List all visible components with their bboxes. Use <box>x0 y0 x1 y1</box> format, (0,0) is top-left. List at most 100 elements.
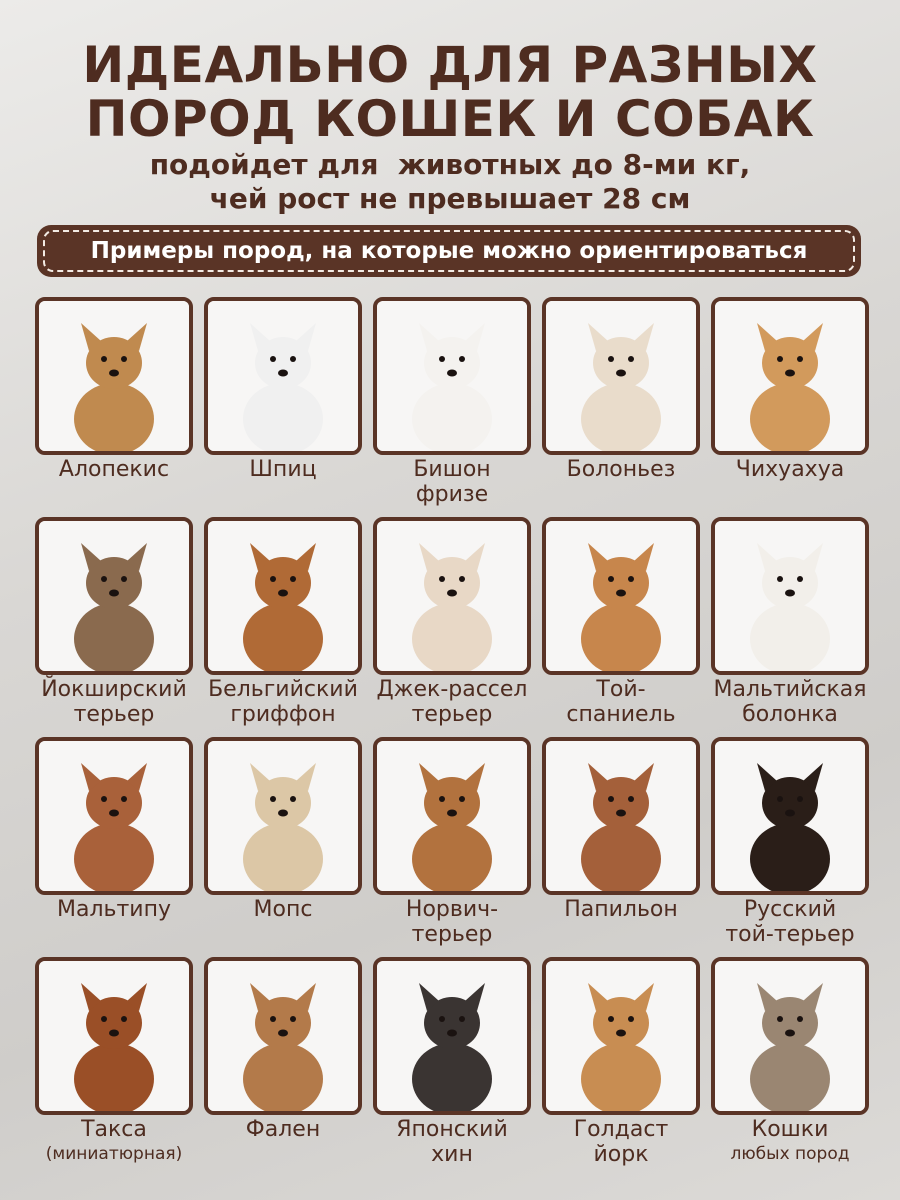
subtitle: подойдет для животных до 8-ми кг, чей ро… <box>0 148 900 216</box>
breed-label: Мопс <box>188 897 378 922</box>
breed-label-line: Мальтийская <box>713 677 867 702</box>
breed-label-line: болонка <box>742 702 838 727</box>
breed-photo-card <box>35 297 193 455</box>
breed-label: Такса (миниатюрная) <box>19 1117 209 1167</box>
breed-photo-card <box>35 957 193 1115</box>
breed-label: Чихуахуа <box>695 457 885 482</box>
breed-photo-card <box>373 297 531 455</box>
breed-label: Голдаст йорк <box>526 1117 716 1167</box>
title-line: ПОРОД КОШЕК И СОБАК <box>85 90 815 148</box>
breed-label-line: Чихуахуа <box>735 457 845 482</box>
animal-photo <box>546 301 696 451</box>
breed-label-line: гриффон <box>230 702 336 727</box>
breed-photo-card <box>711 517 869 675</box>
breed-label-line: Мопс <box>253 897 313 922</box>
animal-photo <box>715 961 865 1111</box>
animal-photo <box>208 741 358 891</box>
breed-label: Алопекис <box>19 457 209 482</box>
breed-photo-card <box>373 517 531 675</box>
animal-photo <box>377 961 527 1111</box>
animal-photo <box>39 301 189 451</box>
animal-photo <box>715 741 865 891</box>
animal-photo <box>546 961 696 1111</box>
breed-label: Мальтийская болонка <box>695 677 885 727</box>
animal-photo <box>377 521 527 671</box>
animal-photo <box>715 521 865 671</box>
breed-label: Фален <box>188 1117 378 1142</box>
breed-label: Японский хин <box>357 1117 547 1167</box>
breed-label-line: Бишон <box>413 457 491 482</box>
animal-photo <box>39 961 189 1111</box>
breed-label: Болоньез <box>526 457 716 482</box>
breed-label-line: Бельгийский <box>208 677 358 702</box>
breed-label-line: терьер <box>411 922 493 947</box>
breed-label-line: Такса <box>81 1117 147 1142</box>
breed-photo-card <box>542 297 700 455</box>
breed-photo-card <box>204 957 362 1115</box>
animal-photo <box>546 741 696 891</box>
breed-label-line: Папильон <box>564 897 678 922</box>
breed-label-line: (миниатюрная) <box>45 1144 183 1164</box>
breed-label-line: Джек-рассел <box>376 677 528 702</box>
breed-label: Бишон фризе <box>357 457 547 507</box>
breed-label-line: Японский <box>396 1117 508 1142</box>
breed-label-line: йорк <box>593 1142 649 1167</box>
breed-label-line: Шпиц <box>249 457 317 482</box>
breed-label-line: Норвич- <box>405 897 499 922</box>
breed-label-line: Той- <box>596 677 646 702</box>
title-line: ИДЕАЛЬНО ДЛЯ РАЗНЫХ <box>82 36 818 94</box>
breed-photo-card <box>711 297 869 455</box>
breed-label: Джек-рассел терьер <box>357 677 547 727</box>
animal-photo <box>377 741 527 891</box>
breed-label-line: Фален <box>245 1117 321 1142</box>
banner: Примеры пород, на которые можно ориентир… <box>37 225 861 277</box>
breed-label: Мальтипу <box>19 897 209 922</box>
breed-label: Норвич-терьер <box>357 897 547 947</box>
breed-label-line: Алопекис <box>58 457 170 482</box>
breed-photo-card <box>711 957 869 1115</box>
breed-label-line: Йокширский <box>41 677 187 702</box>
breed-photo-card <box>542 957 700 1115</box>
breed-label-line: любых пород <box>730 1144 850 1164</box>
breed-label: Той-спаниель <box>526 677 716 727</box>
breed-label: Кошки любых пород <box>695 1117 885 1167</box>
breed-label-line: хин <box>431 1142 473 1167</box>
animal-photo <box>715 301 865 451</box>
breed-photo-card <box>204 517 362 675</box>
banner-text: Примеры пород, на которые можно ориентир… <box>43 230 855 272</box>
breed-label-line: Голдаст <box>573 1117 669 1142</box>
breed-label-line: Кошки <box>751 1117 829 1142</box>
animal-photo <box>377 301 527 451</box>
subtitle-line: подойдет для животных до 8-ми кг, <box>149 148 751 181</box>
breed-label: Шпиц <box>188 457 378 482</box>
breed-photo-card <box>373 737 531 895</box>
animal-photo <box>208 961 358 1111</box>
breed-photo-card <box>204 297 362 455</box>
breed-photo-card <box>35 517 193 675</box>
breed-label-line: терьер <box>411 702 493 727</box>
animal-photo <box>208 521 358 671</box>
animal-photo <box>39 521 189 671</box>
breed-label-line: той-терьер <box>725 922 855 947</box>
breed-label-line: спаниель <box>566 702 676 727</box>
breed-photo-card <box>711 737 869 895</box>
breed-photo-card <box>373 957 531 1115</box>
breed-label-line: Мальтипу <box>56 897 171 922</box>
breed-photo-card <box>542 517 700 675</box>
subtitle-line: чей рост не превышает 28 см <box>209 182 691 215</box>
breed-label-line: Русский <box>743 897 837 922</box>
animal-photo <box>546 521 696 671</box>
animal-photo <box>39 741 189 891</box>
breed-label-line: фризе <box>415 482 489 507</box>
page-title: ИДЕАЛЬНО ДЛЯ РАЗНЫХ ПОРОД КОШЕК И СОБАК <box>0 38 900 146</box>
breed-photo-card <box>35 737 193 895</box>
breed-label-line: Болоньез <box>566 457 676 482</box>
animal-photo <box>208 301 358 451</box>
breed-photo-card <box>204 737 362 895</box>
breed-label: Русский той-терьер <box>695 897 885 947</box>
breed-label: Бельгийский гриффон <box>188 677 378 727</box>
breed-label-line: терьер <box>73 702 155 727</box>
breed-label: Папильон <box>526 897 716 922</box>
breed-photo-card <box>542 737 700 895</box>
breed-label: Йокширский терьер <box>19 677 209 727</box>
